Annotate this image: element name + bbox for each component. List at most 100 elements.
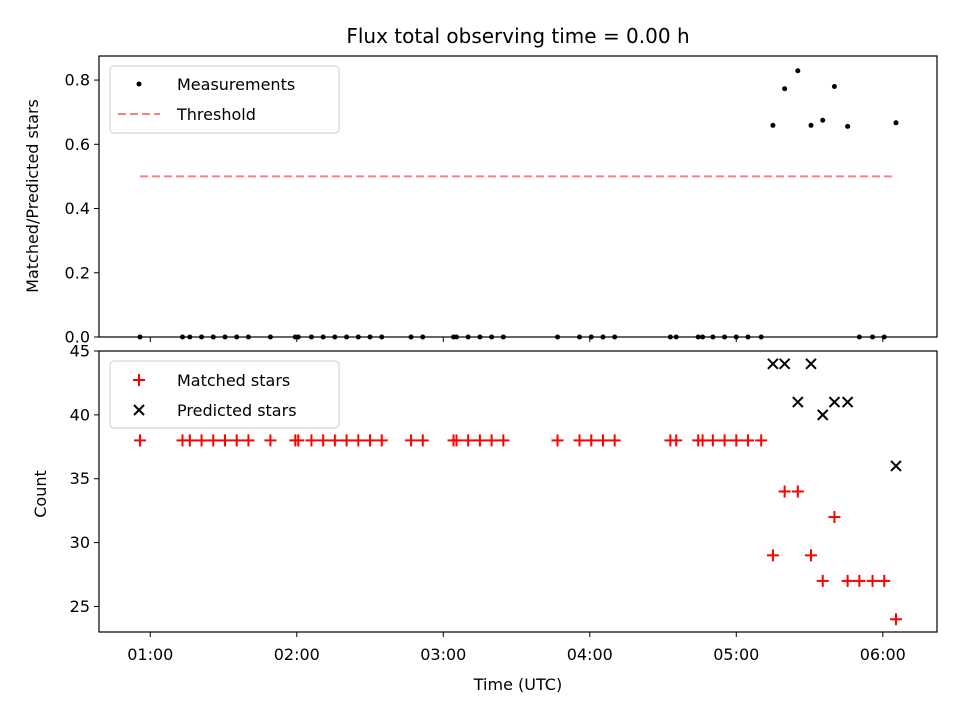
matched-star-point (416, 434, 429, 447)
matched-star-point (497, 434, 510, 447)
x-axis-label: Time (UTC) (473, 675, 562, 694)
matched-star-point (462, 434, 475, 447)
chart-title: Flux total observing time = 0.00 h (346, 24, 689, 48)
bottom-axes-frame (98, 350, 938, 633)
measurement-point (782, 86, 788, 92)
top-y-axis-label: Matched/Predicted stars (23, 99, 42, 293)
measurement-point (770, 122, 776, 128)
matched-star-point (195, 434, 208, 447)
x-tick-label: 02:00 (274, 645, 320, 664)
legend-predicted-label: Predicted stars (177, 401, 297, 420)
y-tick-label: 0.4 (65, 199, 90, 218)
matched-star-point (791, 485, 804, 498)
bottom-legend-frame (109, 360, 340, 429)
y-tick-label: 0.6 (65, 135, 90, 154)
matched-star-point (742, 434, 755, 447)
matched-star-point (585, 434, 598, 447)
x-tick-label: 01:00 (127, 645, 173, 664)
matched-star-point (816, 574, 829, 587)
matched-star-point (207, 434, 220, 447)
matched-star-point (706, 434, 719, 447)
matched-star-point (670, 434, 683, 447)
matched-star-point (134, 434, 147, 447)
measurement-point (845, 123, 851, 129)
predicted-star-point (890, 460, 902, 472)
x-tick-label: 03:00 (420, 645, 466, 664)
predicted-star-point (841, 396, 854, 408)
matched-star-point (450, 434, 463, 447)
matched-star-point (696, 434, 709, 447)
matched-star-point (573, 434, 586, 447)
y-tick-label: 0.8 (65, 71, 90, 90)
matched-star-point (375, 434, 388, 447)
top-legend-frame (109, 65, 340, 134)
top-data-marks (137, 68, 899, 340)
legend-matched-marker (133, 374, 145, 386)
bottom-x-axis: 01:00 02:00 03:00 04:00 05:00 06:00 (127, 632, 906, 664)
matched-star-point (328, 434, 341, 447)
matched-star-point (183, 434, 196, 447)
predicted-star-point (767, 358, 779, 370)
matched-star-point (730, 434, 743, 447)
matched-star-point (485, 434, 498, 447)
matched-star-point (218, 434, 231, 447)
matched-star-point (841, 574, 854, 587)
legend-matched-label: Matched stars (177, 371, 290, 390)
matched-star-point (364, 434, 377, 447)
predicted-star-point (778, 358, 791, 370)
bottom-y-axis: 25 30 35 40 45 (70, 342, 99, 616)
predicted-star-point (828, 396, 841, 408)
matched-star-point (866, 574, 879, 587)
matched-star-point (889, 613, 902, 626)
y-tick-label: 0.2 (65, 263, 90, 282)
matched-star-point (264, 434, 277, 447)
matched-star-point (718, 434, 731, 447)
y-tick-label: 30 (70, 533, 90, 552)
matched-star-point (340, 434, 353, 447)
top-legend: Measurements Threshold (109, 65, 340, 134)
bottom-data-marks (134, 358, 902, 626)
predicted-star-point (817, 409, 829, 421)
measurement-point (795, 68, 801, 74)
matched-star-point (551, 434, 564, 447)
matched-star-point (405, 434, 418, 447)
bottom-y-axis-label: Count (31, 470, 50, 518)
measurement-point (820, 117, 826, 123)
top-axes-frame (98, 55, 938, 338)
measurement-point (808, 122, 814, 128)
matched-star-point (305, 434, 318, 447)
bottom-panel: 25 30 35 40 45 01:00 02:00 03:00 04:00 05:00 06:0… (31, 342, 938, 694)
matched-star-point (596, 434, 609, 447)
top-y-axis: 0.0 0.2 0.4 0.6 0.8 (65, 71, 99, 347)
matched-star-point (242, 434, 255, 447)
x-tick-label: 05:00 (713, 645, 759, 664)
matched-star-point (805, 549, 818, 562)
measurement-point (893, 120, 899, 126)
legend-measurements-label: Measurements (177, 75, 295, 94)
matched-star-point (878, 574, 891, 587)
legend-measurements-marker (136, 81, 142, 87)
matched-star-point (853, 574, 866, 587)
y-tick-label: 40 (70, 405, 90, 424)
bottom-legend: Matched stars Predicted stars (109, 360, 340, 429)
legend-threshold-label: Threshold (176, 105, 256, 124)
predicted-star-point (805, 358, 817, 370)
matched-star-point (608, 434, 621, 447)
y-tick-label: 25 (70, 597, 90, 616)
matched-star-point (292, 434, 305, 447)
matched-star-point (828, 511, 841, 524)
matched-star-point (230, 434, 243, 447)
x-tick-label: 04:00 (567, 645, 613, 664)
top-panel: 0.00.20.40.60.8 Matched/Predicted stars … (23, 55, 938, 347)
matched-star-point (755, 434, 768, 447)
x-tick-label: 06:00 (860, 645, 906, 664)
legend-predicted-marker (133, 404, 145, 416)
measurement-point (831, 84, 837, 90)
y-tick-label: 45 (70, 342, 90, 361)
matched-star-point (352, 434, 365, 447)
matched-star-point (473, 434, 486, 447)
matched-star-point (317, 434, 330, 447)
predicted-star-point (792, 396, 804, 408)
matched-star-point (778, 485, 791, 498)
